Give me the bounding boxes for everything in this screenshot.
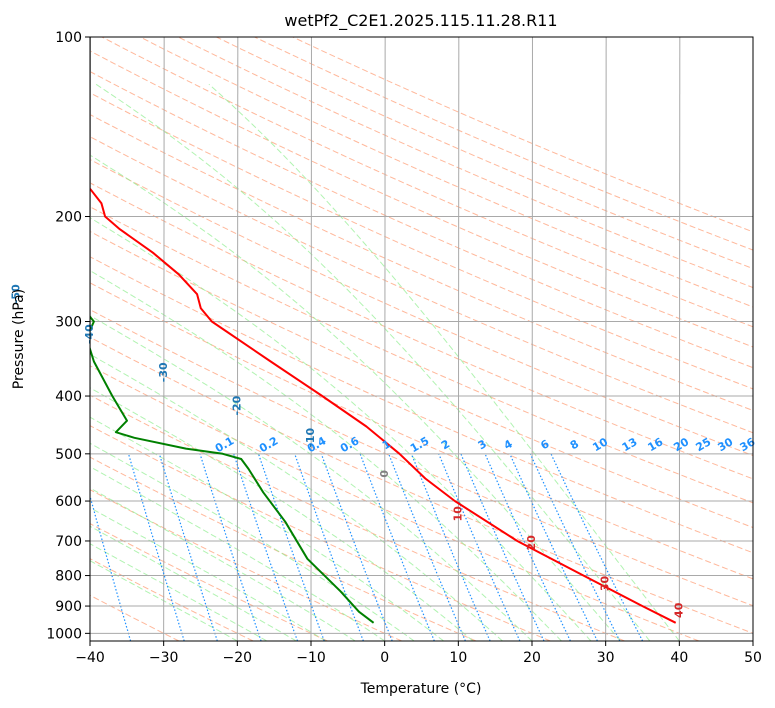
plot-area	[90, 37, 753, 641]
isotherm-label: 30	[599, 576, 612, 592]
profile-lines	[90, 187, 677, 624]
y-tick-label: 400	[55, 389, 82, 405]
dry-adiabat	[90, 489, 402, 641]
y-axis-title: Pressure (hPa)	[11, 289, 27, 389]
moist-adiabat	[90, 466, 385, 641]
isotherm-label: 0	[378, 470, 391, 478]
moist-adiabat	[90, 525, 297, 641]
dry-adiabat	[90, 71, 753, 369]
y-tick-label: 900	[55, 599, 82, 615]
dry-adiabat	[90, 113, 753, 412]
dry-adiabat	[292, 37, 753, 233]
mixing-ratio-line	[388, 453, 466, 641]
x-tick-label: −20	[223, 650, 253, 666]
x-tick-label: −10	[296, 650, 326, 666]
mixing-ratio-line	[257, 453, 325, 641]
isotherm-label: 10	[451, 506, 464, 522]
dry-adiabat	[139, 37, 753, 308]
y-tick-label: 100	[55, 30, 82, 46]
moist-adiabat	[90, 543, 268, 641]
isotherm-label: -50	[10, 284, 23, 304]
y-tick-label: 800	[55, 569, 82, 585]
moist-adiabat	[90, 507, 326, 641]
dry-adiabat	[90, 456, 477, 641]
dry-adiabat	[90, 182, 753, 480]
dry-adiabat	[90, 365, 700, 641]
moist-adiabat	[90, 442, 415, 641]
mixing-ratio-line	[410, 453, 491, 641]
x-tick-label: 40	[670, 650, 688, 666]
mixing-ratio-line	[529, 453, 621, 641]
moist-adiabat	[90, 217, 592, 641]
x-axis-title: Temperature (°C)	[360, 681, 482, 697]
plot-frame	[89, 36, 754, 642]
y-tick-label: 300	[55, 315, 82, 331]
dry-adiabat	[90, 136, 753, 434]
mixing-ratio-line	[127, 453, 185, 641]
isotherm-label: -10	[304, 428, 317, 448]
y-tick-label: 600	[55, 494, 82, 510]
x-tick-label: 10	[449, 650, 467, 666]
mixing-ratio-line	[199, 453, 262, 641]
moist-adiabat	[95, 83, 651, 641]
dry-adiabat	[90, 309, 753, 607]
moist-adiabat	[90, 270, 562, 641]
isotherm-label: -20	[231, 395, 244, 415]
dry-adiabat	[178, 37, 753, 289]
x-tick-label: 0	[380, 650, 389, 666]
chart-title: wetPf2_C2E1.2025.115.11.28.R11	[284, 11, 557, 31]
mixing-ratio-line	[438, 453, 521, 641]
x-tick-label: −40	[75, 650, 105, 666]
dry-adiabat	[90, 336, 753, 634]
dry-adiabat	[90, 256, 753, 554]
y-tick-label: 200	[55, 210, 82, 226]
mixing-ratio-line	[294, 453, 364, 641]
x-tick-label: 50	[744, 650, 762, 666]
isotherm-label: 40	[672, 602, 685, 618]
mixing-ratio-line	[550, 453, 644, 641]
moist-adiabat	[90, 560, 238, 641]
moist-adiabat	[90, 387, 474, 641]
dry-adiabat	[90, 523, 328, 641]
moist-adiabat	[90, 315, 533, 641]
dry-adiabat	[254, 37, 753, 251]
background-lines	[90, 37, 753, 641]
dry-adiabat	[90, 92, 753, 390]
moist-adiabat	[90, 416, 444, 641]
moist-adiabat	[208, 83, 680, 641]
mixing-ratio-line	[359, 453, 435, 641]
isotherm-label: -30	[157, 362, 170, 382]
x-tick-label: −30	[149, 650, 179, 666]
mixing-ratio-line	[460, 453, 545, 641]
mixing-ratio-line	[484, 453, 571, 641]
mixing-ratio-line	[158, 453, 218, 641]
dry-adiabat	[90, 282, 753, 580]
dry-adiabat	[90, 50, 753, 348]
mixing-ratio-line	[320, 453, 393, 641]
temperature-line	[90, 187, 677, 624]
x-tick-label: 20	[523, 650, 541, 666]
moist-adiabat	[90, 487, 356, 641]
moist-adiabat	[90, 154, 621, 641]
mixing-ratio-line	[233, 453, 299, 641]
y-tick-label: 1000	[46, 626, 82, 642]
isotherm-label: 20	[525, 535, 538, 551]
y-tick-label: 500	[55, 447, 82, 463]
y-tick-label: 700	[55, 534, 82, 550]
x-axis: −40 −30 −20 −10 0 10 20 30 40 50	[75, 641, 762, 666]
moist-adiabat	[90, 353, 503, 641]
x-tick-label: 30	[597, 650, 615, 666]
dewpoint-line	[90, 315, 375, 624]
y-axis: 100 200 300 400 500 600 700 800 900 1000	[46, 30, 90, 642]
dry-adiabat	[90, 158, 753, 457]
